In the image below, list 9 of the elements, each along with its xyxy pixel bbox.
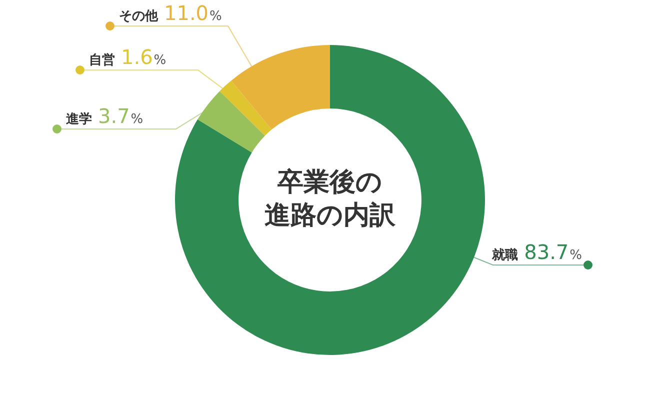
data-label: 1.6% <box>121 45 166 69</box>
slice-label: 進学 <box>65 112 92 127</box>
data-label: 3.7% <box>98 104 144 128</box>
data-label: 11.0% <box>164 1 222 25</box>
slice-label: その他 <box>119 9 159 24</box>
data-label: 83.7% <box>524 240 582 264</box>
slice-label: 自営 <box>89 52 115 68</box>
slice-label: 就職 <box>491 247 518 263</box>
text: 卒業後の進路の内訳 <box>264 167 396 230</box>
